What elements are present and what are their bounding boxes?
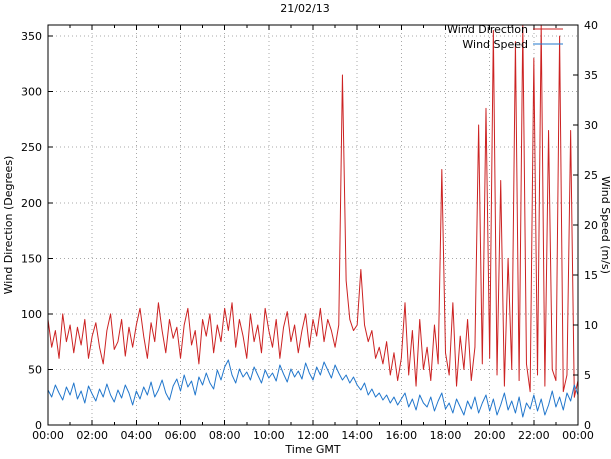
left-y-tick-label: 350 — [21, 30, 42, 43]
x-tick-label: 00:00 — [32, 429, 64, 442]
x-tick-label: 10:00 — [253, 429, 285, 442]
left-y-tick-label: 0 — [35, 419, 42, 432]
right-y-tick-label: 0 — [584, 419, 591, 432]
right-y-tick-label: 25 — [584, 169, 598, 182]
axis-layer: 00:00 02:00 04:00 06:00 08:00 10:00 12:00 14:00… — [21, 19, 598, 442]
x-tick-label: 16:00 — [385, 429, 417, 442]
plot-border — [47, 24, 579, 426]
series-line-wind-speed — [47, 359, 579, 418]
left-y-tick-label: 300 — [21, 86, 42, 99]
right-y-axis-label: Wind Speed (m/s) — [599, 176, 611, 274]
right-y-tick-label: 30 — [584, 119, 598, 132]
right-y-tick-label: 10 — [584, 319, 598, 332]
right-y-tick-label: 35 — [584, 69, 598, 82]
left-y-axis-label: Wind Direction (Degrees) — [2, 156, 15, 295]
x-tick-label: 08:00 — [209, 429, 241, 442]
x-tick-label: 18:00 — [430, 429, 462, 442]
left-y-tick-label: 150 — [21, 252, 42, 265]
legend-label-wind-speed: Wind Speed — [462, 38, 528, 51]
series-layer — [47, 24, 579, 418]
x-tick-label: 12:00 — [297, 429, 329, 442]
x-tick-label: 22:00 — [518, 429, 550, 442]
right-y-tick-label: 40 — [584, 19, 598, 32]
x-tick-label: 04:00 — [120, 429, 152, 442]
x-tick-label: 06:00 — [165, 429, 197, 442]
left-y-tick-label: 250 — [21, 141, 42, 154]
grid-layer — [48, 25, 578, 425]
chart-title: 21/02/13 — [280, 2, 329, 15]
x-tick-label: 20:00 — [474, 429, 506, 442]
x-tick-label: 14:00 — [341, 429, 373, 442]
right-y-tick-label: 15 — [584, 269, 598, 282]
right-y-tick-label: 20 — [584, 219, 598, 232]
left-y-tick-label: 100 — [21, 308, 42, 321]
right-y-tick-label: 5 — [584, 369, 591, 382]
legend-label-wind-direction: Wind Direction — [447, 23, 528, 36]
left-y-tick-label: 200 — [21, 197, 42, 210]
x-tick-label: 00:00 — [562, 429, 594, 442]
x-axis-label: Time GMT — [284, 443, 340, 456]
left-y-tick-label: 50 — [28, 363, 42, 376]
x-tick-label: 02:00 — [76, 429, 108, 442]
series-line-wind-direction — [47, 24, 579, 398]
legend: Wind Direction Wind Speed — [447, 23, 563, 51]
